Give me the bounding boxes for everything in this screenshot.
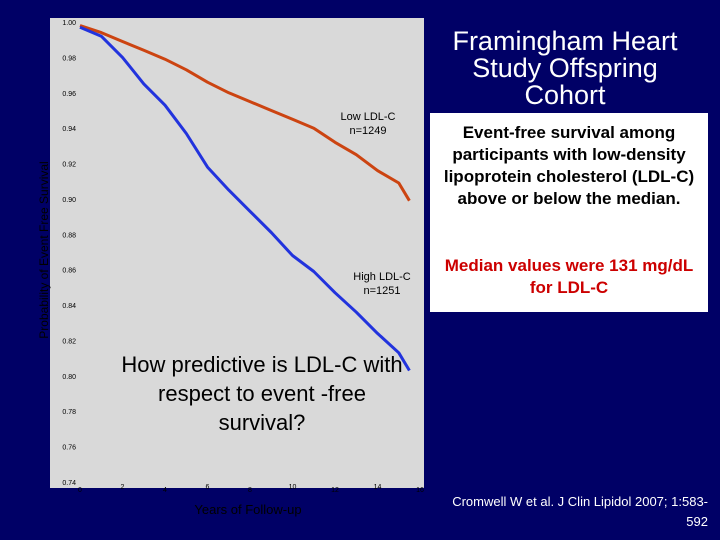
x-tick-label: 14 — [374, 484, 382, 491]
y-axis-title: Probability of Event Free Survival — [37, 161, 51, 338]
y-tick-label: 0.78 — [62, 409, 76, 416]
description-panel: Event-free survival among participants w… — [430, 113, 708, 312]
y-tick-label: 0.74 — [62, 480, 76, 487]
high-ldl-label: High LDL-C — [353, 271, 411, 283]
y-tick-label: 0.82 — [62, 338, 76, 345]
y-tick-label: 0.98 — [62, 55, 76, 62]
y-tick-label: 0.84 — [62, 303, 76, 310]
description-text: Event-free survival among participants w… — [443, 123, 695, 208]
low-ldl-label: n=1249 — [349, 125, 386, 137]
low-ldl-label: Low LDL-C — [340, 111, 395, 123]
x-tick-label: 0 — [78, 487, 82, 494]
y-tick-label: 0.76 — [62, 445, 76, 452]
low-ldl-curve — [79, 24, 411, 202]
x-tick-label: 16 — [416, 487, 424, 494]
x-tick-label: 10 — [289, 484, 297, 491]
high-ldl-label: n=1251 — [363, 285, 400, 297]
y-tick-label: 0.90 — [62, 197, 76, 204]
y-tick-label: 0.88 — [62, 232, 76, 239]
x-tick-label: 6 — [206, 484, 210, 491]
question-text: How predictive is LDL-C with respect to … — [121, 352, 403, 435]
slide-title: Framingham Heart Study Offspring Cohort — [452, 26, 678, 110]
high-ldl-curve — [79, 25, 411, 372]
median-note: Median values were 131 mg/dL for LDL-C — [444, 256, 694, 297]
y-tick-label: 0.80 — [62, 374, 76, 381]
y-tick-label: 1.00 — [62, 20, 76, 27]
x-tick-label: 12 — [331, 487, 339, 494]
x-tick-label: 8 — [248, 487, 252, 494]
citation: Cromwell W et al. J Clin Lipidol 2007; 1… — [452, 494, 708, 529]
y-tick-label: 0.86 — [62, 268, 76, 275]
y-tick-label: 0.96 — [62, 91, 76, 98]
x-tick-label: 2 — [121, 484, 125, 491]
y-tick-label: 0.92 — [62, 162, 76, 169]
x-tick-label: 4 — [163, 487, 167, 494]
y-tick-label: 0.94 — [62, 126, 76, 133]
x-axis-title: Years of Follow-up — [194, 502, 301, 517]
